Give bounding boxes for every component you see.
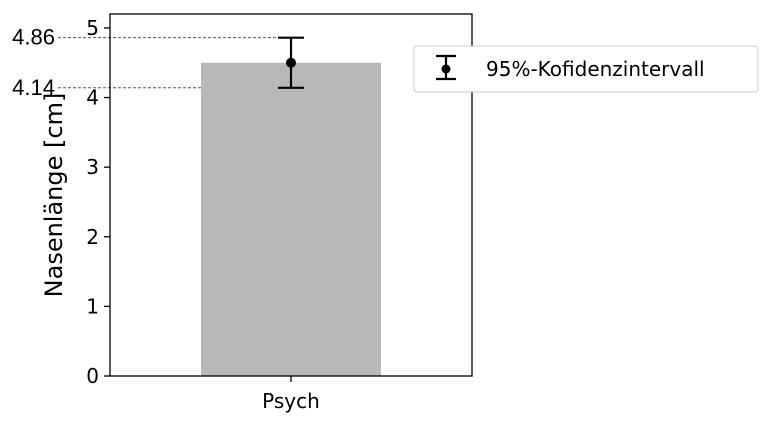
annotation-label: 4.86 bbox=[12, 25, 55, 50]
legend-mean-point bbox=[441, 64, 451, 74]
y-tick-label: 1 bbox=[86, 294, 99, 318]
annotation-guides bbox=[58, 37, 291, 89]
error-bars bbox=[278, 36, 304, 89]
legend-errorbar-marker bbox=[436, 54, 456, 81]
legend-box bbox=[413, 45, 759, 93]
y-tick-label: 3 bbox=[86, 155, 99, 179]
y-tick-label: 2 bbox=[86, 225, 99, 249]
y-tick-label: 0 bbox=[86, 364, 99, 388]
y-tick-label: 5 bbox=[86, 16, 99, 40]
y-axis-ticks: 0 1 2 3 4 5 bbox=[86, 16, 110, 388]
x-tick-label: Psych bbox=[262, 389, 320, 413]
legend-label: 95%-Kofidenzintervall bbox=[486, 57, 705, 81]
annotation-label: 4.14 bbox=[12, 75, 55, 100]
bar bbox=[201, 62, 381, 376]
legend: 95%-Kofidenzintervall bbox=[413, 45, 759, 93]
y-tick-label: 4 bbox=[86, 86, 99, 110]
y-axis-label: Nasenlänge [cm] bbox=[40, 93, 68, 298]
x-axis-ticks: Psych bbox=[262, 376, 320, 413]
mean-point bbox=[286, 57, 296, 68]
bars bbox=[201, 62, 381, 376]
annotation-labels: 4.86 4.14 bbox=[12, 25, 55, 100]
